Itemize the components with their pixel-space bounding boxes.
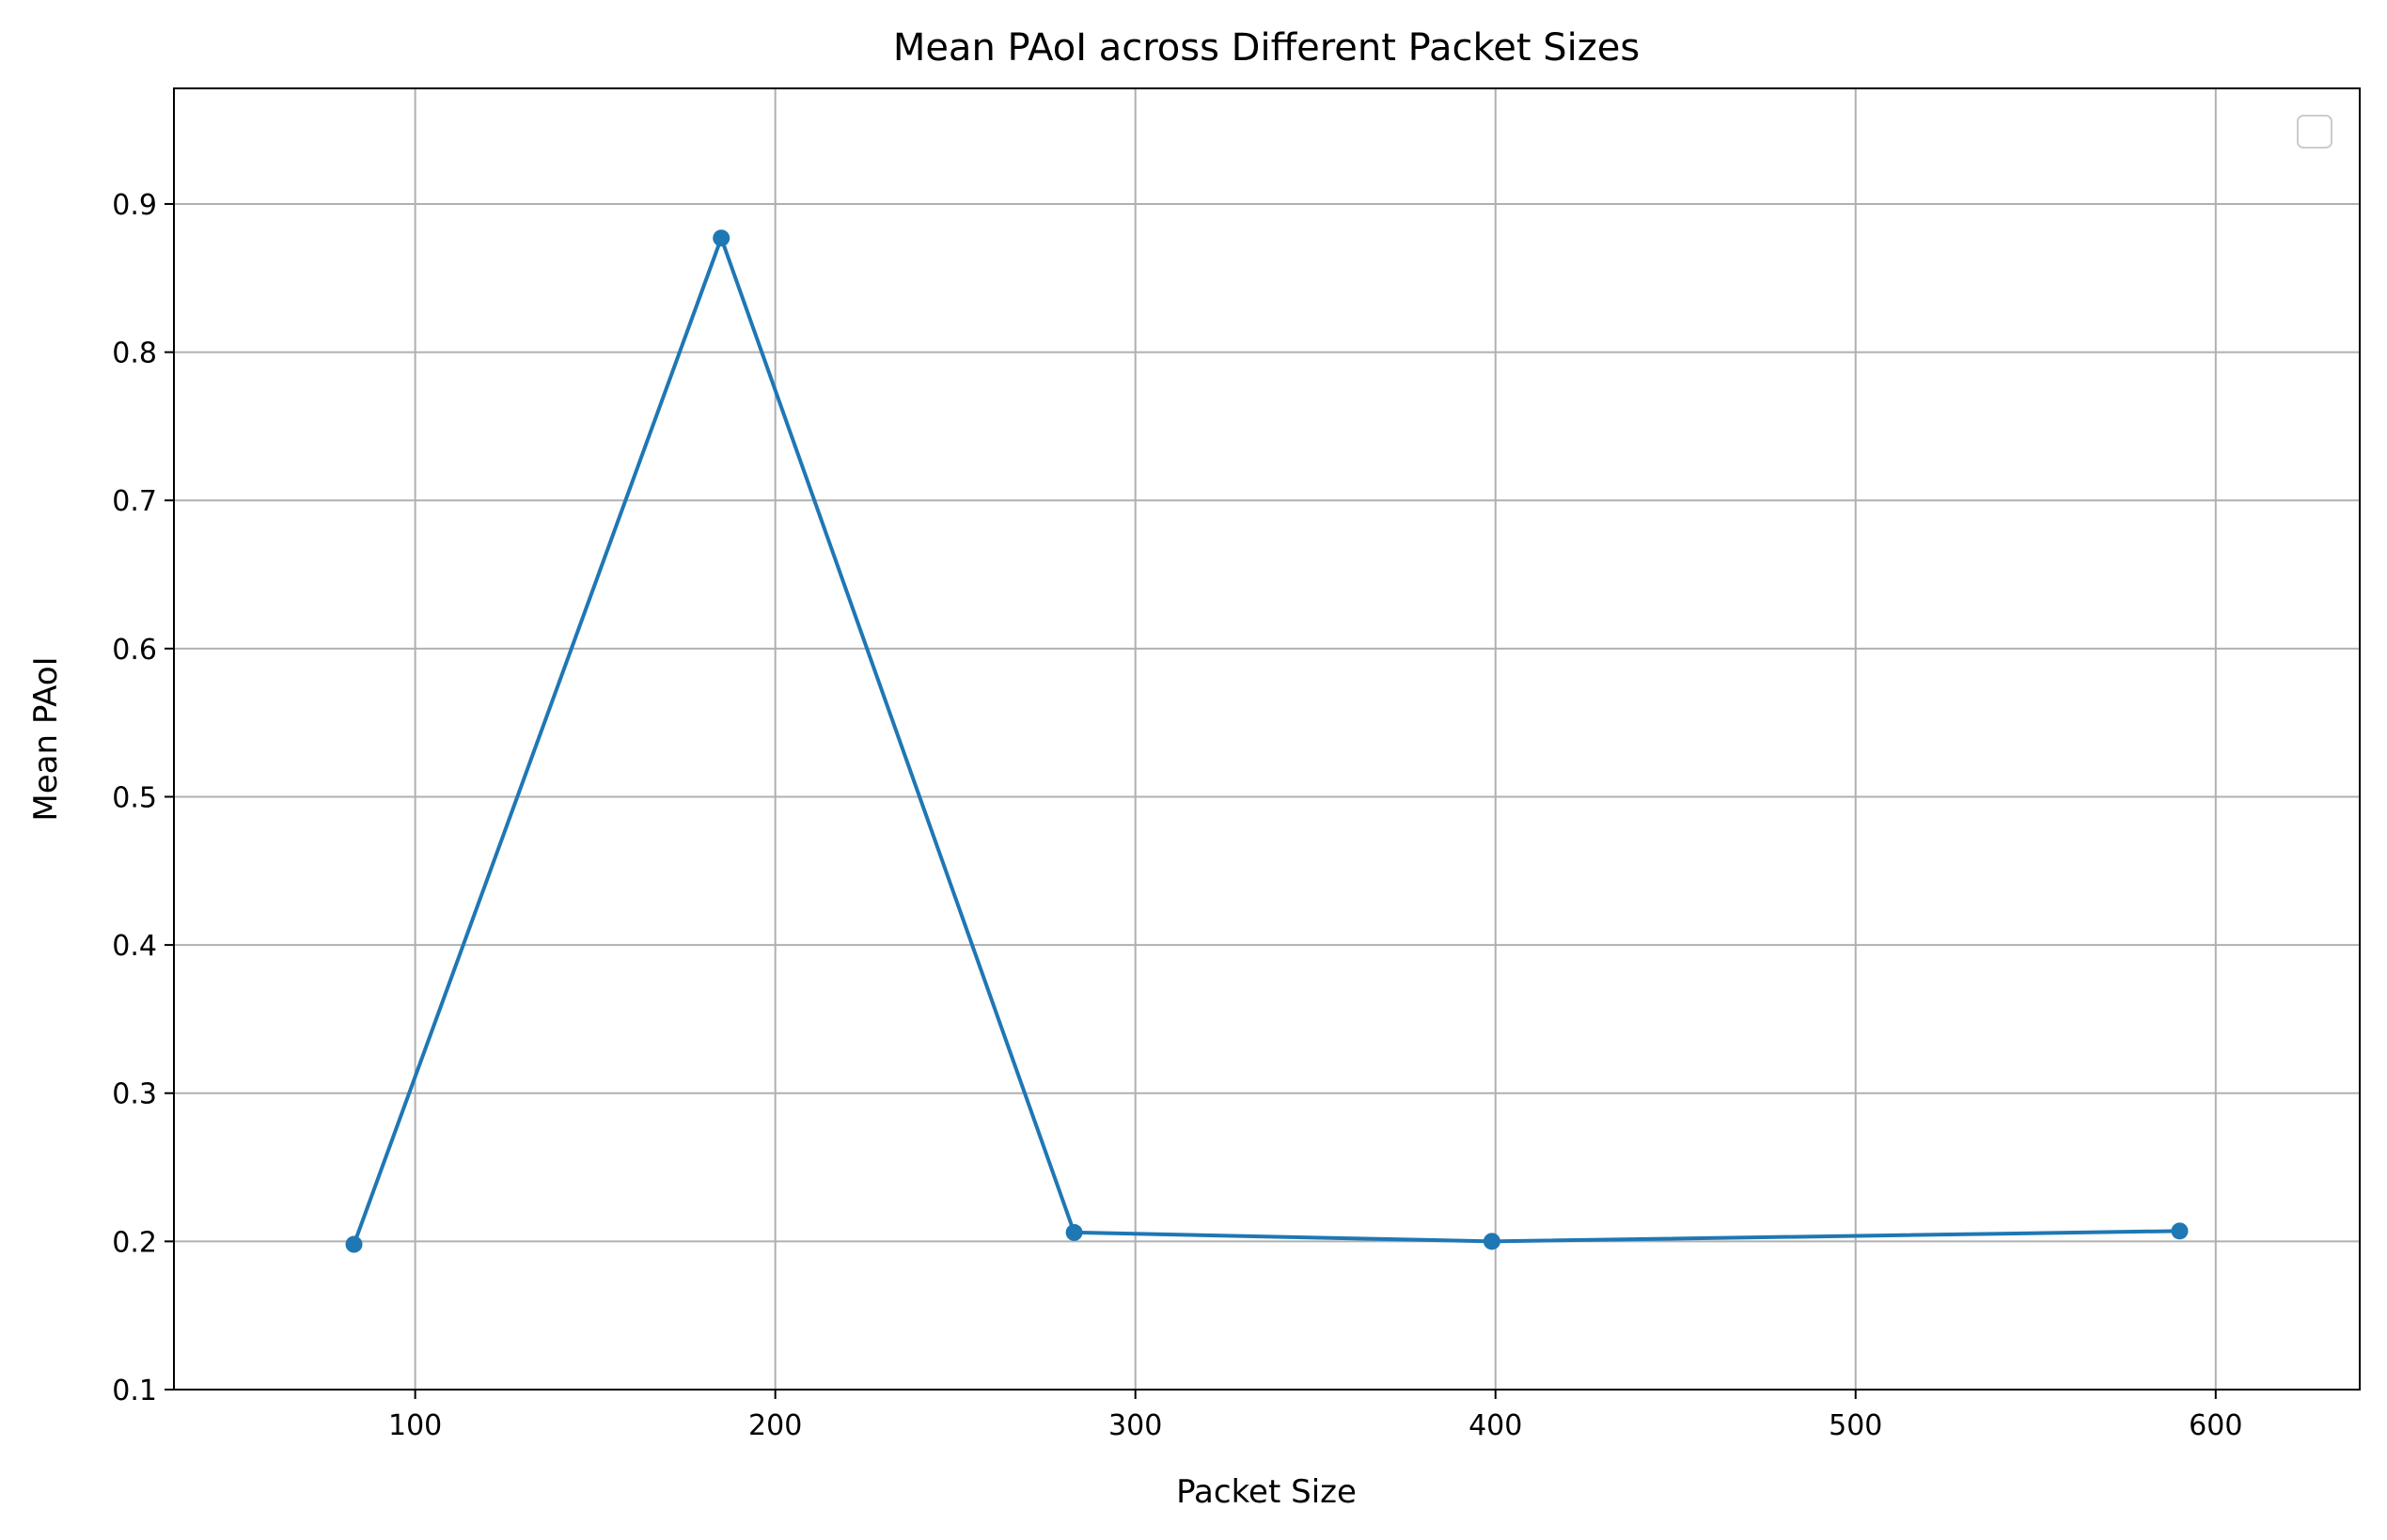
x-tick-label: 500 — [1829, 1409, 1882, 1442]
y-tick-label: 0.9 — [112, 189, 157, 222]
plot-area-background — [174, 88, 2360, 1390]
x-tick-label: 100 — [388, 1409, 442, 1442]
x-axis-label: Packet Size — [1176, 1473, 1357, 1511]
legend-box — [2297, 115, 2332, 149]
y-tick-label: 0.2 — [112, 1226, 157, 1259]
y-tick-label: 0.8 — [112, 338, 157, 370]
axis-ticks: 100 200 300 400 500 600 0.1 0.2 0.3 0.4 0.5 0.6 0.7 0… — [112, 189, 2242, 1442]
x-tick-label: 400 — [1468, 1409, 1522, 1442]
x-tick-label: 600 — [2189, 1409, 2242, 1442]
data-series — [345, 229, 2189, 1253]
y-tick-label: 0.7 — [112, 485, 157, 518]
x-tick-label: 200 — [748, 1409, 802, 1442]
data-point — [1483, 1233, 1500, 1250]
x-tick-label: 300 — [1108, 1409, 1162, 1442]
data-point — [2171, 1222, 2189, 1240]
chart-title: Mean PAoI across Different Packet Sizes — [893, 26, 1640, 70]
y-tick-label: 0.1 — [112, 1375, 157, 1407]
y-tick-label: 0.3 — [112, 1078, 157, 1111]
y-tick-label: 0.5 — [112, 781, 157, 814]
y-axis-label: Mean PAoI — [27, 656, 65, 821]
y-tick-label: 0.4 — [112, 930, 157, 963]
data-point — [345, 1235, 363, 1253]
data-point — [713, 229, 730, 247]
plot-area-frame — [173, 87, 2361, 1391]
data-point — [1065, 1223, 1083, 1241]
y-tick-label: 0.6 — [112, 634, 157, 667]
grid-lines — [174, 88, 2360, 1391]
